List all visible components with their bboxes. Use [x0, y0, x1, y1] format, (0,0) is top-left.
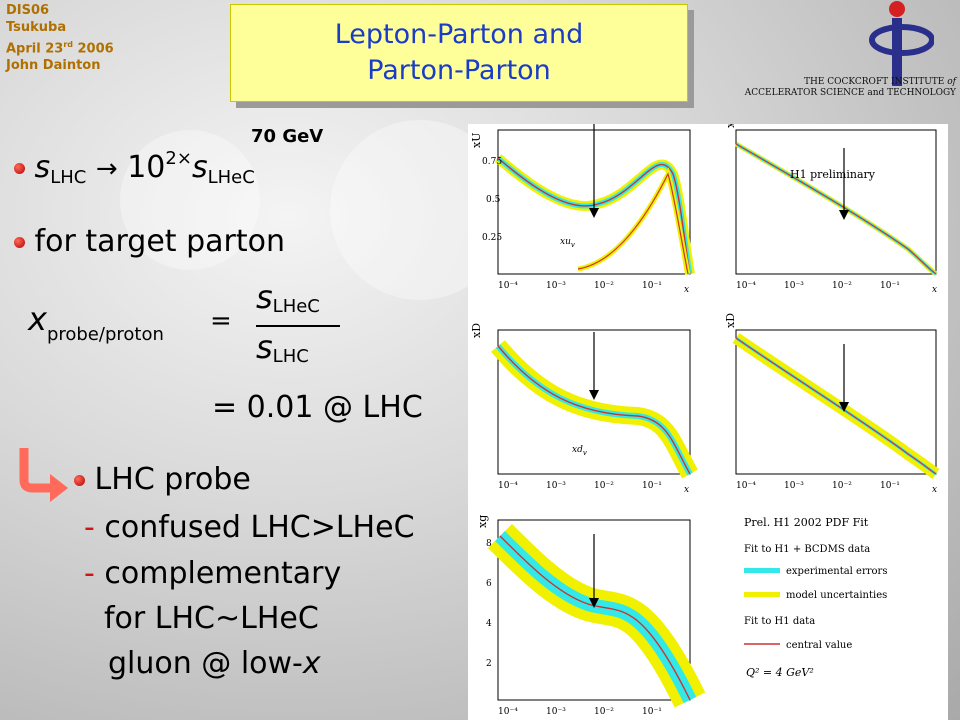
plot-xu-right [734, 129, 938, 277]
legend-fit2: Fit to H1 data [744, 616, 815, 627]
slide-title: Lepton-Parton and Parton-Parton [230, 4, 688, 102]
xtick: 10⁻⁴ [498, 281, 518, 291]
ylabel-xd-right: xD [724, 313, 737, 328]
curved-arrow-icon [19, 448, 68, 502]
plot-xd-left [491, 329, 698, 479]
xtick: 10⁻² [832, 481, 852, 491]
xtick: 10⁻¹ [642, 707, 662, 717]
conference-author: John Dainton [6, 58, 101, 74]
xtick: 10⁻⁴ [498, 707, 518, 717]
bullet-target-parton: for target parton [14, 224, 285, 259]
xlabel: x [932, 285, 937, 295]
ytick: 0.5 [486, 195, 501, 205]
xtick: 10⁻² [832, 281, 852, 291]
ytick-g: 4 [486, 619, 492, 629]
cockcroft-logo [869, 1, 934, 86]
formula-equals: = [210, 306, 232, 336]
xtick: 10⁻³ [546, 707, 566, 717]
institute-name: THE COCKCROFT INSTITUTE of ACCELERATOR S… [744, 77, 956, 98]
conference-date: April 23rd 2006 [6, 40, 114, 57]
title-line-1: Lepton-Parton and [334, 19, 584, 50]
legend-q2: Q² = 4 GeV² [746, 666, 814, 679]
xlabel: x [684, 485, 689, 495]
xtick: 10⁻¹ [642, 281, 662, 291]
title-line-2: Parton-Parton [367, 55, 551, 86]
label-xdv: xdv [572, 445, 587, 457]
fraction-bar [256, 325, 340, 327]
bullet-icon [14, 237, 25, 248]
legend-fit1: Fit to H1 + BCDMS data [744, 544, 870, 555]
legend-model-swatch [744, 592, 780, 597]
plot-xd-right [732, 329, 940, 479]
conference-info: DIS06 Tsukuba April 23rd 2006 John Daint… [6, 2, 114, 74]
probe-item-3: for LHC~LHeC [104, 601, 319, 636]
xtick: 10⁻¹ [642, 481, 662, 491]
legend-exp-swatch [744, 568, 780, 573]
xtick: 10⁻³ [784, 481, 804, 491]
legend-exp: experimental errors [786, 566, 887, 577]
xtick: 10⁻⁴ [736, 281, 756, 291]
ytick-g: 6 [486, 579, 492, 589]
ylabel-xd: xD [470, 323, 483, 338]
conference-name: DIS06 [6, 3, 50, 18]
preliminary-label: H1 preliminary [790, 168, 876, 181]
bullet-s-ratio: sLHC → 102×sLHeC [14, 148, 255, 188]
conference-location: Tsukuba [6, 20, 67, 35]
xtick: 10⁻¹ [880, 281, 900, 291]
formula-lhs: xprobe/proton [28, 300, 164, 345]
bullet-icon [74, 475, 85, 486]
xlabel: x [684, 285, 689, 295]
label-xuv: xuv [560, 237, 575, 249]
xtick: 10⁻⁴ [498, 481, 518, 491]
legend-model: model uncertainties [786, 590, 887, 601]
bullet-icon [14, 163, 25, 174]
xtick: 10⁻² [594, 281, 614, 291]
xtick: 10⁻³ [546, 481, 566, 491]
background-shape [120, 130, 260, 270]
plot-xu-left [494, 124, 695, 275]
probe-item-2: - complementary [84, 556, 342, 591]
ylabel-xg: xg [476, 515, 489, 528]
xtick: 10⁻¹ [880, 481, 900, 491]
formula-numerator: sLHeC [256, 278, 320, 317]
ytick: 0.25 [482, 233, 502, 243]
xtick: 10⁻⁴ [736, 481, 756, 491]
formula-denominator: sLHC [256, 328, 309, 367]
probe-item-4: gluon @ low-x [108, 646, 321, 681]
plot-legend: Prel. H1 2002 PDF Fit Fit to H1 + BCDMS … [744, 516, 887, 679]
energy-label: 70 GeV [251, 126, 324, 147]
ylabel-xu: xU [470, 133, 483, 148]
ylabel-xu-right: xU [724, 124, 737, 128]
probe-heading: LHC probe [74, 462, 251, 497]
ytick: 0.75 [482, 157, 502, 167]
xlabel: x [932, 485, 937, 495]
ytick-g: 8 [486, 539, 492, 549]
probe-item-1: - confused LHC>LHeC [84, 510, 415, 545]
legend-title: Prel. H1 2002 PDF Fit [744, 516, 869, 529]
xtick: 10⁻² [594, 481, 614, 491]
ytick-g: 2 [486, 659, 492, 669]
arrow-icon: → [95, 154, 118, 184]
xtick: 10⁻² [594, 707, 614, 717]
xtick: 10⁻³ [784, 281, 804, 291]
pdf-plot-panel: xU 0.75 0.5 0.25 xuv 10⁻⁴ 10⁻³ 10⁻² 10⁻¹… [468, 124, 948, 720]
formula-result: = 0.01 @ LHC [212, 390, 423, 425]
plot-xg-left [487, 519, 706, 708]
xtick: 10⁻³ [546, 281, 566, 291]
legend-central: central value [786, 640, 852, 651]
